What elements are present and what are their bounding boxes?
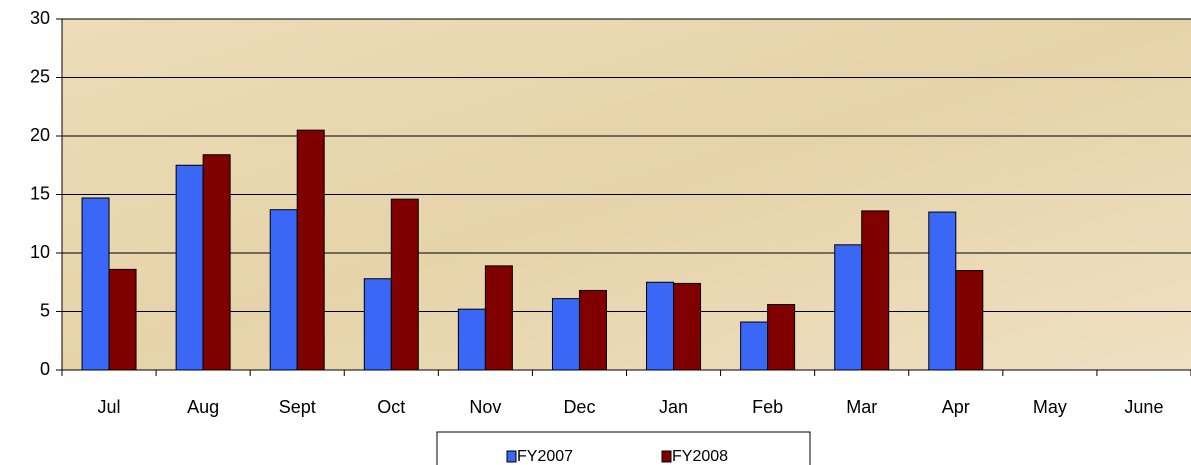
- x-tick-label: Sept: [279, 397, 316, 417]
- x-tick-label: June: [1124, 397, 1163, 417]
- bar: [551, 298, 580, 371]
- bar: [484, 265, 513, 371]
- bar: [81, 197, 110, 371]
- bar: [363, 278, 392, 371]
- bar: [578, 289, 607, 371]
- bar: [390, 198, 419, 371]
- bar: [767, 303, 796, 371]
- bar: [175, 164, 204, 371]
- y-tick-label: 5: [40, 300, 50, 320]
- bar: [296, 129, 325, 371]
- bar: [269, 209, 298, 371]
- bar: [457, 308, 486, 371]
- legend-label: FY2008: [672, 448, 728, 465]
- legend-swatch: [506, 450, 517, 463]
- y-tick-label: 15: [30, 183, 50, 203]
- bar: [108, 268, 137, 371]
- x-tick-label: Nov: [469, 397, 501, 417]
- y-tick-label: 0: [40, 359, 50, 379]
- bar: [673, 282, 702, 371]
- legend-swatch: [661, 450, 672, 463]
- y-tick-label: 30: [30, 8, 50, 28]
- y-tick-label: 25: [30, 66, 50, 86]
- bar: [646, 281, 675, 371]
- legend-label: FY2007: [517, 448, 573, 465]
- bar: [955, 270, 984, 371]
- y-tick-label: 10: [30, 242, 50, 262]
- x-tick-label: Apr: [942, 397, 970, 417]
- x-tick-label: May: [1033, 397, 1067, 417]
- x-tick-label: Aug: [187, 397, 219, 417]
- x-tick-label: Oct: [377, 397, 405, 417]
- x-tick-label: Dec: [563, 397, 595, 417]
- x-tick-label: Feb: [752, 397, 783, 417]
- bar: [740, 321, 769, 371]
- x-tick-label: Mar: [846, 397, 877, 417]
- x-tick-label: Jan: [659, 397, 688, 417]
- bar: [861, 210, 890, 371]
- bar: [928, 211, 957, 371]
- legend: [436, 431, 811, 465]
- x-tick-label: Jul: [98, 397, 121, 417]
- bar: [202, 154, 231, 371]
- y-tick-label: 20: [30, 125, 50, 145]
- bar: [834, 244, 863, 371]
